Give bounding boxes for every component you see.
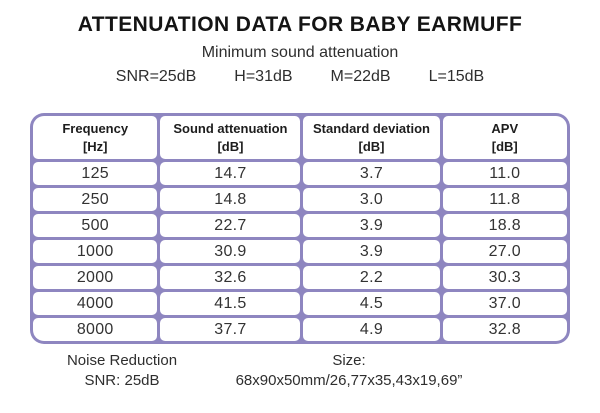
table-cell-deviation: 3.9 [303, 214, 440, 238]
table-cell-frequency: 500 [33, 214, 158, 238]
table-cell-attenuation: 32.6 [160, 266, 301, 290]
column-header-sound-attenuation: Sound attenuation [dB] [160, 116, 301, 160]
table-cell-attenuation: 22.7 [160, 214, 301, 238]
noise-reduction-note: Noise Reduction SNR: 25dB [67, 351, 177, 391]
table-cell-apv: 32.8 [442, 318, 567, 342]
table-cell-apv: 18.8 [442, 214, 567, 238]
column-header-unit: [Hz] [82, 138, 108, 154]
snr-value: SNR=25dB [115, 68, 197, 85]
l-value: L=15dB [428, 68, 485, 85]
h-value: H=31dB [234, 68, 293, 85]
column-header-label: Frequency [62, 121, 129, 136]
column-header-unit: [dB] [217, 138, 244, 154]
column-header-label: Standard deviation [312, 121, 430, 136]
table-cell-frequency: 4000 [33, 292, 158, 316]
table-cell-apv: 27.0 [442, 240, 567, 264]
table-cell-attenuation: 30.9 [160, 240, 301, 264]
table-cell-frequency: 125 [33, 162, 158, 186]
table-cell-apv: 11.0 [442, 162, 567, 186]
size-value: 68x90x50mm/26,77x35,43x19,69” [235, 371, 463, 389]
column-header-apv: APV [dB] [442, 116, 567, 160]
page-title: ATTENUATION DATA FOR BABY EARMUFF [77, 13, 523, 36]
table-cell-attenuation: 37.7 [160, 318, 301, 342]
table-cell-frequency: 250 [33, 188, 158, 212]
column-header-frequency: Frequency [Hz] [33, 116, 158, 160]
subtitle: Minimum sound attenuation [201, 44, 399, 61]
table-cell-deviation: 4.5 [303, 292, 440, 316]
size-note: Size: 68x90x50mm/26,77x35,43x19,69” [236, 351, 463, 391]
m-value: M=22dB [330, 68, 391, 85]
column-header-label: APV [491, 121, 519, 136]
table-cell-frequency: 1000 [33, 240, 158, 264]
snr-summary-row: SNR=25dB H=31dB M=22dB L=15dB [0, 68, 600, 86]
table-cell-deviation: 3.7 [303, 162, 440, 186]
column-header-unit: [dB] [358, 138, 385, 154]
table-cell-deviation: 2.2 [303, 266, 440, 290]
table-cell-deviation: 3.0 [303, 188, 440, 212]
attenuation-table: Frequency [Hz] Sound attenuation [dB] St… [30, 113, 570, 345]
table-cell-frequency: 2000 [33, 266, 158, 290]
table-cell-attenuation: 14.8 [160, 188, 301, 212]
column-header-unit: [dB] [491, 138, 518, 154]
table-cell-frequency: 8000 [33, 318, 158, 342]
noise-reduction-value: SNR: 25dB [84, 371, 160, 389]
table-cell-apv: 11.8 [442, 188, 567, 212]
table-cell-attenuation: 14.7 [160, 162, 301, 186]
column-header-standard-deviation: Standard deviation [dB] [303, 116, 440, 160]
attenuation-infographic: ATTENUATION DATA FOR BABY EARMUFF Minimu… [0, 13, 600, 413]
footer: Noise Reduction SNR: 25dB Size: 68x90x50… [0, 351, 600, 395]
table-cell-apv: 30.3 [442, 266, 567, 290]
table-cell-attenuation: 41.5 [160, 292, 301, 316]
noise-reduction-label: Noise Reduction [66, 352, 178, 369]
table-cell-apv: 37.0 [442, 292, 567, 316]
table-cell-deviation: 4.9 [303, 318, 440, 342]
size-label: Size: [332, 352, 366, 369]
table-cell-deviation: 3.9 [303, 240, 440, 264]
column-header-label: Sound attenuation [173, 121, 288, 136]
